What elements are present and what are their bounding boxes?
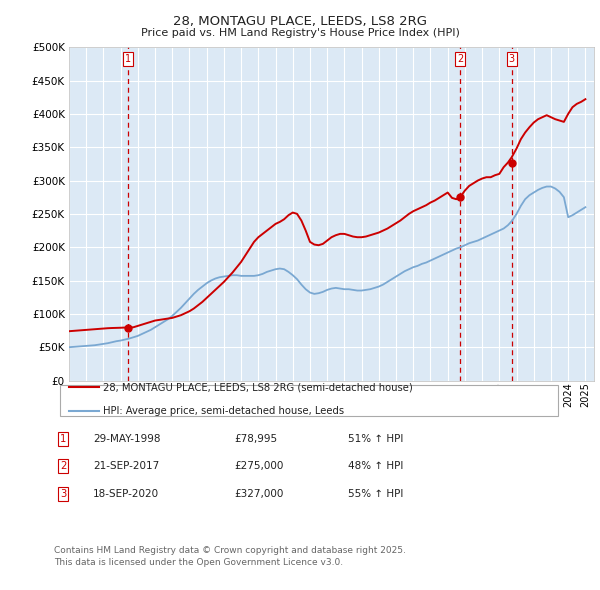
- Text: 3: 3: [60, 489, 66, 499]
- Text: 48% ↑ HPI: 48% ↑ HPI: [348, 461, 403, 471]
- Text: 51% ↑ HPI: 51% ↑ HPI: [348, 434, 403, 444]
- Text: 1: 1: [125, 54, 131, 64]
- Text: 28, MONTAGU PLACE, LEEDS, LS8 2RG: 28, MONTAGU PLACE, LEEDS, LS8 2RG: [173, 15, 427, 28]
- Text: Price paid vs. HM Land Registry's House Price Index (HPI): Price paid vs. HM Land Registry's House …: [140, 28, 460, 38]
- Text: 18-SEP-2020: 18-SEP-2020: [93, 489, 159, 499]
- Text: 28, MONTAGU PLACE, LEEDS, LS8 2RG (semi-detached house): 28, MONTAGU PLACE, LEEDS, LS8 2RG (semi-…: [103, 382, 413, 392]
- Text: £275,000: £275,000: [234, 461, 283, 471]
- Text: £327,000: £327,000: [234, 489, 283, 499]
- Text: 2: 2: [457, 54, 463, 64]
- Text: 55% ↑ HPI: 55% ↑ HPI: [348, 489, 403, 499]
- Text: £78,995: £78,995: [234, 434, 277, 444]
- Text: Contains HM Land Registry data © Crown copyright and database right 2025.
This d: Contains HM Land Registry data © Crown c…: [54, 546, 406, 566]
- Text: 2: 2: [60, 461, 66, 471]
- Text: 29-MAY-1998: 29-MAY-1998: [93, 434, 161, 444]
- Text: 1: 1: [60, 434, 66, 444]
- Text: HPI: Average price, semi-detached house, Leeds: HPI: Average price, semi-detached house,…: [103, 406, 344, 416]
- Text: 21-SEP-2017: 21-SEP-2017: [93, 461, 159, 471]
- Text: 3: 3: [509, 54, 515, 64]
